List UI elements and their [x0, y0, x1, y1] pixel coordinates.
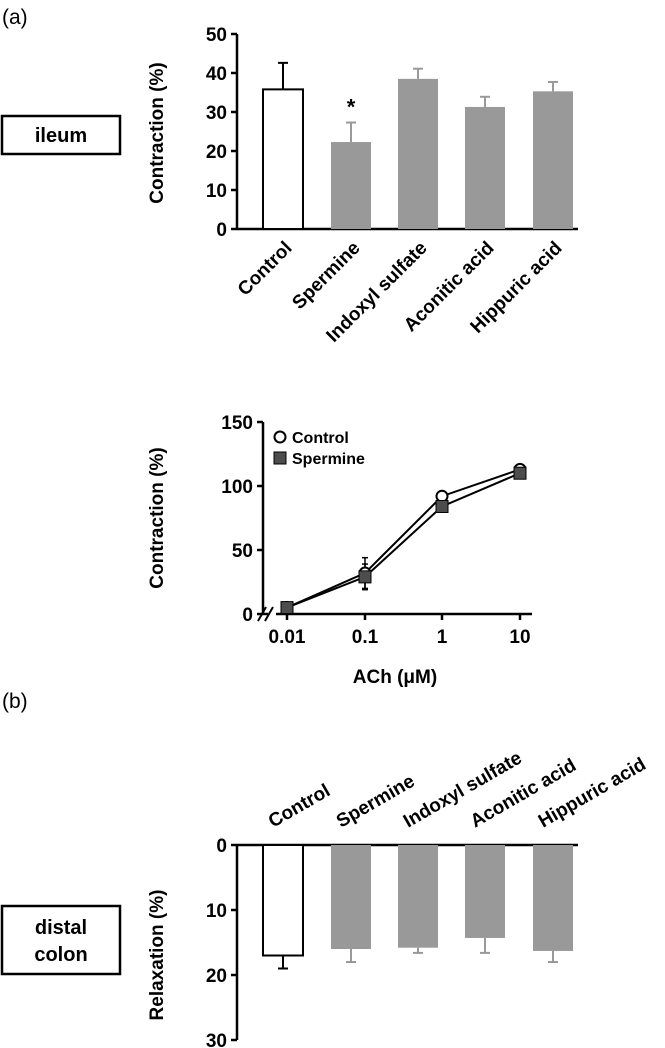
- chart2-y-tick-label: 100: [221, 477, 253, 498]
- chart1-y-tick-label: 40: [206, 64, 227, 85]
- legend-spermine-marker: [273, 451, 287, 465]
- chart1-bar: [331, 142, 371, 229]
- chart1-bar: [465, 106, 505, 229]
- chart2-axis-break-mark: [264, 606, 274, 622]
- chart3-bar: [465, 845, 505, 938]
- chart2-x-axis-title: ACh (μM): [353, 667, 437, 688]
- chart2-x-tick-label: 0.01: [269, 627, 306, 648]
- chart2-y-tick-label: 0: [242, 605, 253, 626]
- chart2-y-tick-label: 150: [221, 413, 253, 434]
- chart1-bar: [262, 88, 304, 230]
- chart1-y-tick-label: 0: [216, 220, 227, 241]
- chart3-y-tick-label: 0: [216, 836, 227, 857]
- chart1-y-axis-title: Contraction (%): [147, 62, 168, 203]
- chart2-series-line-spermine: [286, 472, 521, 609]
- chart3-category-label: Control: [265, 780, 334, 832]
- chart2-point-spermine: [435, 499, 449, 513]
- chart2-legend: Control Spermine: [273, 430, 365, 468]
- legend-spermine-label: Spermine: [292, 451, 365, 468]
- chart1-significance-marker: *: [347, 95, 356, 120]
- ileum-label: ileum: [35, 125, 87, 147]
- chart3-category-label: Indoxyl sulfate: [400, 748, 526, 833]
- colon-label: colon: [34, 944, 87, 966]
- chart3-y-tick-label: 10: [206, 901, 227, 922]
- chart3-bar: [331, 845, 371, 949]
- chart2-point-spermine: [358, 570, 372, 584]
- chart2-series-line-control: [286, 468, 521, 609]
- chart1-y-tick-label: 50: [206, 25, 227, 46]
- chart2-x-tick-label: 0.1: [352, 627, 379, 648]
- chart1-bar: [398, 78, 438, 229]
- chart3-bar: [533, 845, 573, 951]
- ach-line-chart: Contraction (%) ACh (μM) 0 50 100 150 0.01 0.…: [147, 413, 532, 688]
- distal-label: distal: [35, 917, 87, 939]
- chart3-y-tick-label: 30: [206, 1031, 227, 1048]
- chart1-category-label: Control: [234, 238, 297, 301]
- chart2-point-spermine: [513, 466, 527, 480]
- chart1-y-tick-label: 30: [206, 103, 227, 124]
- distal-colon-box: distal colon: [0, 904, 122, 976]
- chart1-bar: [533, 91, 573, 229]
- chart2-y-tick-label: 50: [232, 541, 253, 562]
- panel-label-a: (a): [2, 6, 28, 29]
- chart3-y-axis-title: Relaxation (%): [147, 890, 168, 1021]
- chart1-y-tick-label: 10: [206, 181, 227, 202]
- ileum-box: ileum: [0, 114, 122, 156]
- chart2-point-spermine: [280, 601, 294, 615]
- chart3-bar: [262, 844, 304, 957]
- chart3-y-tick-label: 20: [206, 966, 227, 987]
- panel-label-b: (b): [2, 690, 28, 713]
- chart2-x-tick-label: 1: [437, 627, 448, 648]
- chart1-y-tick-label: 20: [206, 142, 227, 163]
- chart2-y-axis-title: Contraction (%): [147, 447, 168, 588]
- chart3-bar: [398, 845, 438, 948]
- legend-control-label: Control: [292, 430, 349, 447]
- chart2-x-tick-label: 10: [509, 627, 530, 648]
- legend-control-marker: [273, 430, 287, 444]
